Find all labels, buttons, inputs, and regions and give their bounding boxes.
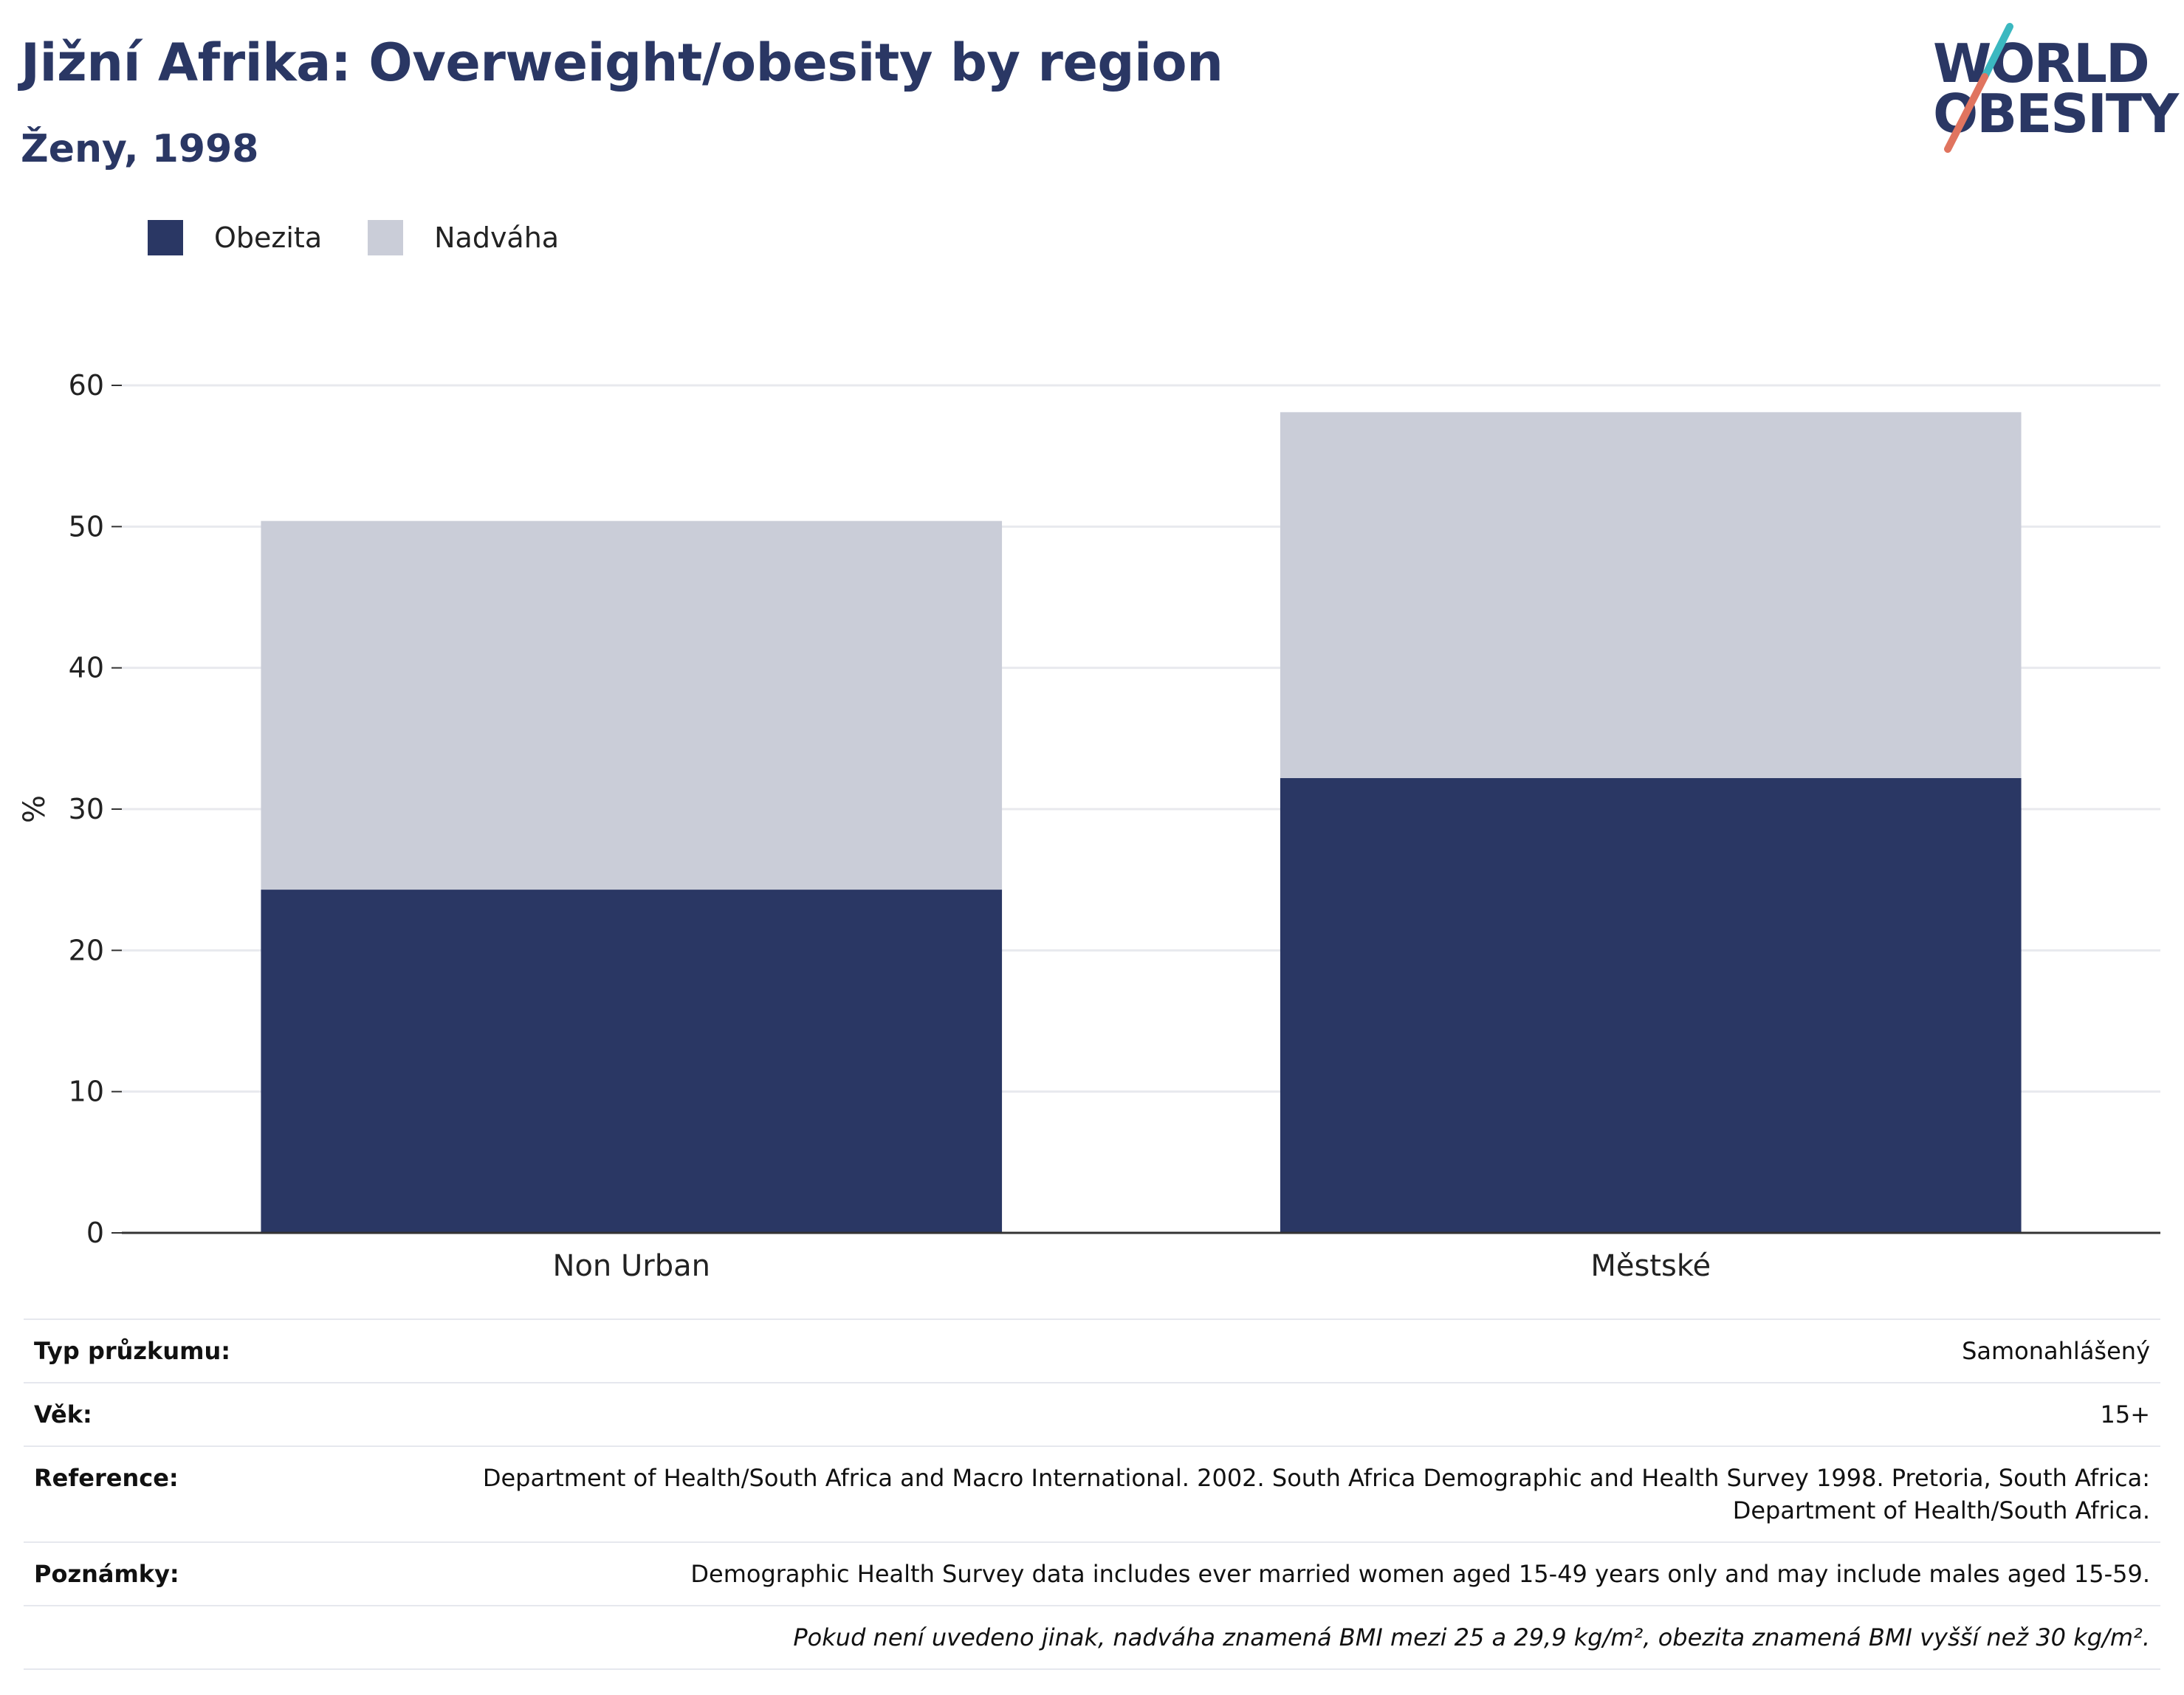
y-tick-label: 50 [69,510,104,543]
legend-label-overweight: Nadváha [434,221,560,254]
legend-swatch-obesity [148,220,183,255]
info-key: Typ průzkumu: [24,1318,428,1383]
bar-overweight[interactable] [1280,412,2022,778]
legend-swatch-overweight [368,220,404,255]
legend-item-obesity[interactable]: Obezita [148,220,322,255]
info-value: Demographic Health Survey data includes … [428,1541,2160,1606]
y-tick-label: 60 [69,369,104,402]
info-value: Samonahlášený [428,1318,2160,1383]
bar-overweight[interactable] [261,520,1003,890]
y-tick-label: 30 [69,793,104,825]
info-key: Věk: [24,1382,428,1447]
y-tick-label: 0 [86,1217,104,1249]
info-key: Reference: [24,1445,428,1543]
info-value: Department of Health/South Africa and Ma… [428,1445,2160,1543]
y-tick-label: 10 [69,1076,104,1108]
info-row-age: Věk: 15+ [24,1382,2160,1447]
legend-item-overweight[interactable]: Nadváha [368,220,559,255]
y-tick-label: 40 [69,652,104,684]
y-axis-label: % [18,795,52,823]
info-row-reference: Reference: Department of Health/South Af… [24,1445,2160,1543]
bar-obesity[interactable] [261,890,1003,1233]
info-key: Poznámky: [24,1541,428,1606]
info-row-survey-type: Typ průzkumu: Samonahlášený [24,1318,2160,1383]
logo-slash-icon [1944,23,2013,153]
chart-legend: Obezita Nadváha [148,220,605,255]
world-obesity-logo: WORLD OBESITY [1927,22,2179,155]
info-row-footnote: Pokud není uvedeno jinak, nadváha znamen… [24,1605,2160,1670]
bar-chart: 0 10 20 30 40 50 60% Non Urban Městské [18,369,2160,1283]
legend-label-obesity: Obezita [214,221,323,254]
info-row-notes: Poznámky: Demographic Health Survey data… [24,1541,2160,1606]
bars [261,412,2022,1233]
info-value: 15+ [428,1382,2160,1447]
axes: 0 10 20 30 40 50 60% Non Urban Městské [18,369,2160,1283]
bar-obesity[interactable] [1280,777,2022,1233]
x-tick-label: Non Urban [553,1249,710,1283]
chart-subtitle: Ženy, 1998 [21,127,259,171]
x-tick-label: Městské [1590,1249,1711,1283]
definition-footnote: Pokud není uvedeno jinak, nadváha znamen… [24,1605,2160,1670]
chart-title: Jižní Afrika: Overweight/obesity by regi… [21,32,1223,93]
logo-line-world: WORLD [1933,32,2150,94]
y-tick-label: 20 [69,934,104,966]
survey-info-table: Typ průzkumu: Samonahlášený Věk: 15+ Ref… [24,1318,2160,1670]
